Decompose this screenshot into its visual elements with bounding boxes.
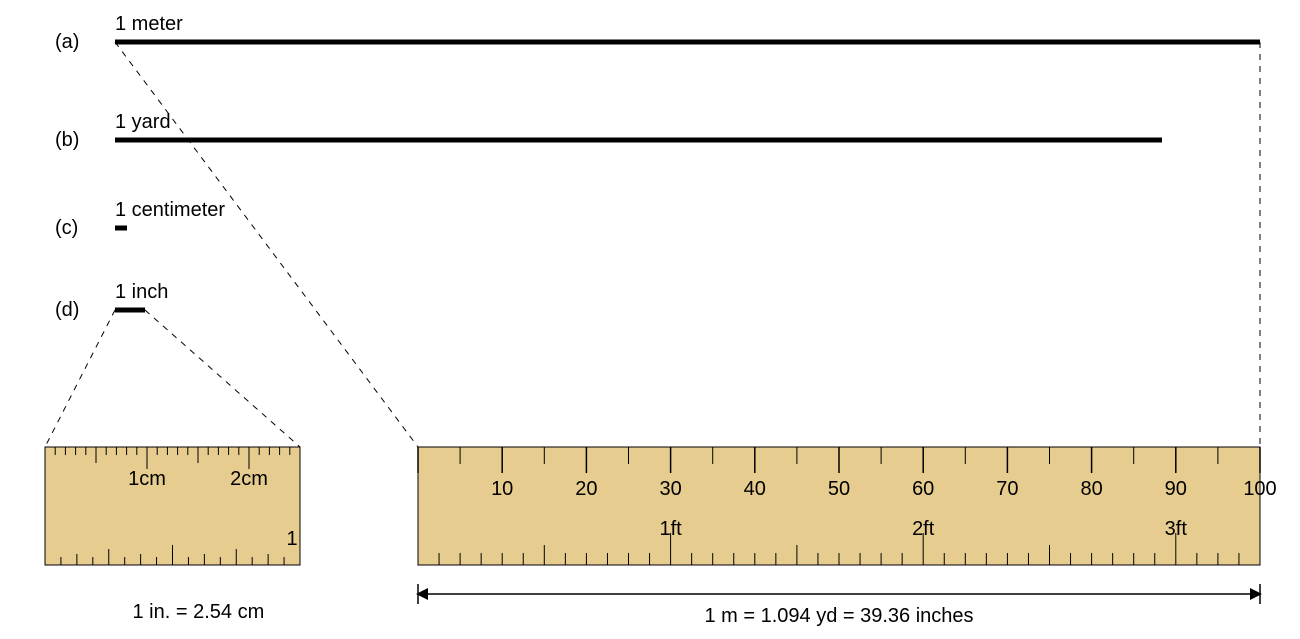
- ruler-large-cm-label: 70: [996, 478, 1018, 500]
- row-tag-b: (b): [55, 129, 79, 151]
- caption-small: 1 in. = 2.54 cm: [133, 601, 265, 623]
- row-label-a: 1 meter: [115, 13, 183, 35]
- ruler-small-cm-label: 2cm: [230, 468, 268, 490]
- caption-large: 1 m = 1.094 yd = 39.36 inches: [704, 605, 973, 627]
- ruler-small-inch-label: 1: [286, 528, 297, 550]
- ruler-large-cm-label: 10: [491, 478, 513, 500]
- ruler-large-ft-label: 1ft: [659, 518, 682, 540]
- row-label-b: 1 yard: [115, 111, 171, 133]
- row-label-d: 1 inch: [115, 281, 168, 303]
- ruler-meter-yard: 10 20 30 40 50 60 70 80 90 100 1ft 2ft 3ft: [418, 447, 1277, 565]
- ruler-large-cm-label: 30: [659, 478, 681, 500]
- zoom-dash-inch-right: [145, 310, 300, 447]
- ruler-large-cm-label: 60: [912, 478, 934, 500]
- ruler-large-cm-label: 20: [575, 478, 597, 500]
- row-label-c: 1 centimeter: [115, 199, 225, 221]
- ruler-large-cm-label: 100: [1243, 478, 1276, 500]
- ruler-large-ft-label: 2ft: [912, 518, 935, 540]
- ruler-large-cm-label: 80: [1080, 478, 1102, 500]
- ruler-large-cm-label: 40: [744, 478, 766, 500]
- ruler-large-cm-label: 50: [828, 478, 850, 500]
- row-tag-c: (c): [55, 217, 78, 239]
- ruler-large-cm-label: 90: [1165, 478, 1187, 500]
- zoom-dash-inch-left: [45, 310, 115, 447]
- row-tag-d: (d): [55, 299, 79, 321]
- row-tag-a: (a): [55, 31, 79, 53]
- ruler-large-ft-label: 3ft: [1165, 518, 1188, 540]
- ruler-small-cm-label: 1cm: [128, 468, 166, 490]
- zoom-dash-meter-left: [115, 42, 418, 447]
- ruler-inch-cm: 1cm 2cm 1: [45, 447, 300, 565]
